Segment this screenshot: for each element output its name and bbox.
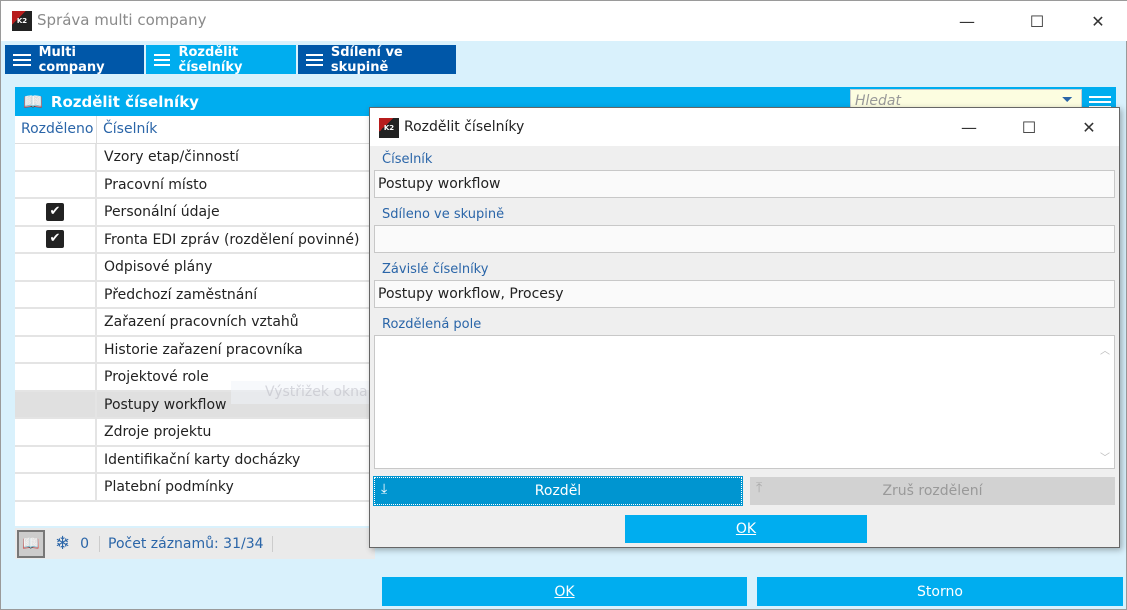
ciselnik-cell: Projektové role: [104, 369, 209, 385]
table-row[interactable]: Odpisové plány: [15, 254, 375, 282]
ciselnik-cell: Platební podmínky: [104, 479, 234, 495]
split-fields-list[interactable]: ︿ ﹀: [374, 335, 1115, 469]
close-button[interactable]: ✕: [1091, 11, 1105, 31]
sdileno-field[interactable]: [374, 225, 1115, 253]
table-row[interactable]: Pracovní místo: [15, 171, 375, 199]
window-title: Správa multi company: [37, 11, 207, 29]
rozdeleno-cell[interactable]: [15, 391, 97, 417]
tab-label: Sdílení ve skupině: [330, 44, 403, 75]
scrollbar[interactable]: ︿ ﹀: [1100, 346, 1110, 464]
tab-multi-company[interactable]: Multi company: [5, 44, 144, 75]
field-label-rozdelena-pole: Rozdělená pole: [382, 317, 482, 332]
ciselnik-cell: Personální údaje: [104, 204, 220, 220]
book-icon: 📖: [23, 92, 43, 111]
rozdeleno-cell[interactable]: ✔: [15, 226, 97, 252]
table-row[interactable]: Zařazení pracovních vztahů: [15, 309, 375, 337]
ciselnik-field[interactable]: Postupy workflow: [374, 170, 1115, 198]
rozdeleno-cell[interactable]: [15, 281, 97, 307]
checkmark-icon: ✔: [46, 202, 64, 221]
k2-logo-icon: K2: [12, 11, 32, 31]
dialog-close-button[interactable]: ✕: [1082, 117, 1096, 137]
column-header-rozdeleno[interactable]: Rozděleno: [15, 116, 97, 144]
download-tray-icon: ⤓: [381, 481, 388, 497]
dialog-title: Rozdělit číselníky: [404, 119, 525, 135]
status-bar: 📖 ❄ 0 Počet záznamů: 31/34: [15, 528, 375, 559]
table-row[interactable]: Projektové role: [15, 364, 375, 392]
rozdeleno-cell[interactable]: [15, 309, 97, 335]
dialog-ok-button[interactable]: OK: [625, 515, 867, 543]
rozdeleno-cell[interactable]: [15, 419, 97, 445]
table-row[interactable]: Vzory etap/činností: [15, 144, 375, 172]
upload-tray-icon: ⤒: [756, 480, 763, 496]
checkmark-icon: ✔: [46, 230, 64, 249]
filter-count: 0: [80, 535, 101, 552]
split-button[interactable]: ⤓ Rozděl: [373, 476, 743, 506]
dialog-ok-label: OK: [735, 521, 757, 537]
ok-label: OK: [554, 583, 575, 600]
ciselnik-cell: Postupy workflow: [104, 396, 227, 413]
record-count: Počet záznamů: 31/34: [108, 535, 273, 552]
split-label: Rozděl: [534, 483, 582, 499]
list-icon: [306, 53, 323, 66]
rozdeleno-cell[interactable]: [15, 364, 97, 390]
tab-label: Rozdělit číselníky: [178, 44, 243, 75]
dialog-maximize-button[interactable]: ☐: [1021, 117, 1037, 137]
zavisle-field[interactable]: Postupy workflow, Procesy: [374, 280, 1115, 308]
k2-logo-icon: K2: [379, 118, 399, 138]
rozdeleno-cell[interactable]: [15, 474, 97, 500]
rozdeleno-cell[interactable]: [15, 446, 97, 472]
data-grid: Rozděleno Číselník Vzory etap/činností Pr…: [15, 116, 375, 526]
tab-label: Multi company: [38, 44, 105, 75]
column-header-ciselnik[interactable]: Číselník: [97, 116, 375, 144]
maximize-button[interactable]: ☐: [1029, 11, 1045, 31]
table-row[interactable]: Předchozí zaměstnání: [15, 281, 375, 309]
snowflake-icon[interactable]: ❄: [55, 533, 71, 554]
cancel-label: Storno: [917, 583, 963, 600]
unsplit-label: Zruš rozdělení: [882, 483, 983, 499]
filter-icon[interactable]: ⏷: [1061, 92, 1073, 108]
ciselnik-cell: Zařazení pracovních vztahů: [104, 314, 299, 330]
cancel-button[interactable]: Storno: [757, 577, 1123, 606]
ciselnik-cell: Historie zařazení pracovníka: [104, 341, 303, 358]
unsplit-button[interactable]: ⤒ Zruš rozdělení: [750, 477, 1115, 505]
title-bar: K2 Správa multi company — ☐ ✕: [1, 1, 1127, 41]
table-row[interactable]: Historie zařazení pracovníka: [15, 336, 375, 364]
field-label-zavisle: Závislé číselníky: [382, 262, 489, 277]
ciselnik-cell: Zdroje projektu: [104, 424, 212, 440]
rozdeleno-cell[interactable]: [15, 144, 97, 170]
menu-icon: [1089, 95, 1111, 108]
table-row[interactable]: ✔ Personální údaje: [15, 199, 375, 227]
field-label-sdileno: Sdíleno ve skupině: [382, 207, 505, 222]
ok-button[interactable]: OK: [382, 577, 747, 606]
panel-title: Rozdělit číselníky: [50, 92, 199, 111]
table-row[interactable]: Platební podmínky: [15, 474, 375, 502]
field-label-ciselnik: Číselník: [382, 152, 433, 167]
rozdeleno-cell[interactable]: [15, 336, 97, 362]
list-icon: [13, 53, 31, 66]
table-row[interactable]: Identifikační karty docházky: [15, 446, 375, 474]
tab-sdileni-ve-skupine[interactable]: Sdílení ve skupině: [298, 44, 456, 75]
book-view-toggle[interactable]: 📖: [17, 529, 45, 558]
rozdeleno-cell[interactable]: ✔: [15, 199, 97, 225]
ciselnik-cell: Identifikační karty docházky: [104, 451, 301, 468]
dialog-minimize-button[interactable]: —: [961, 117, 977, 137]
ciselnik-cell: Předchozí zaměstnání: [104, 286, 258, 303]
rozdeleno-cell[interactable]: [15, 171, 97, 197]
search-placeholder: Hledat: [855, 93, 901, 109]
ciselnik-cell: Fronta EDI zpráv (rozdělení povinné): [104, 231, 360, 248]
split-dialog: K2 Rozdělit číselníky — ☐ ✕ Číselník Pos…: [369, 107, 1120, 548]
rozdeleno-cell[interactable]: [15, 254, 97, 280]
minimize-button[interactable]: —: [959, 11, 975, 31]
ciselnik-cell: Odpisové plány: [104, 259, 213, 275]
table-row[interactable]: ✔ Fronta EDI zpráv (rozdělení povinné): [15, 226, 375, 254]
ciselnik-cell: Vzory etap/činností: [104, 149, 239, 165]
tab-rozdelit-ciselniky[interactable]: Rozdělit číselníky: [146, 44, 296, 75]
dialog-title-bar: K2 Rozdělit číselníky — ☐ ✕: [370, 108, 1119, 146]
list-icon: [154, 53, 171, 66]
ciselnik-cell: Pracovní místo: [104, 176, 208, 193]
table-row[interactable]: Zdroje projektu: [15, 419, 375, 447]
